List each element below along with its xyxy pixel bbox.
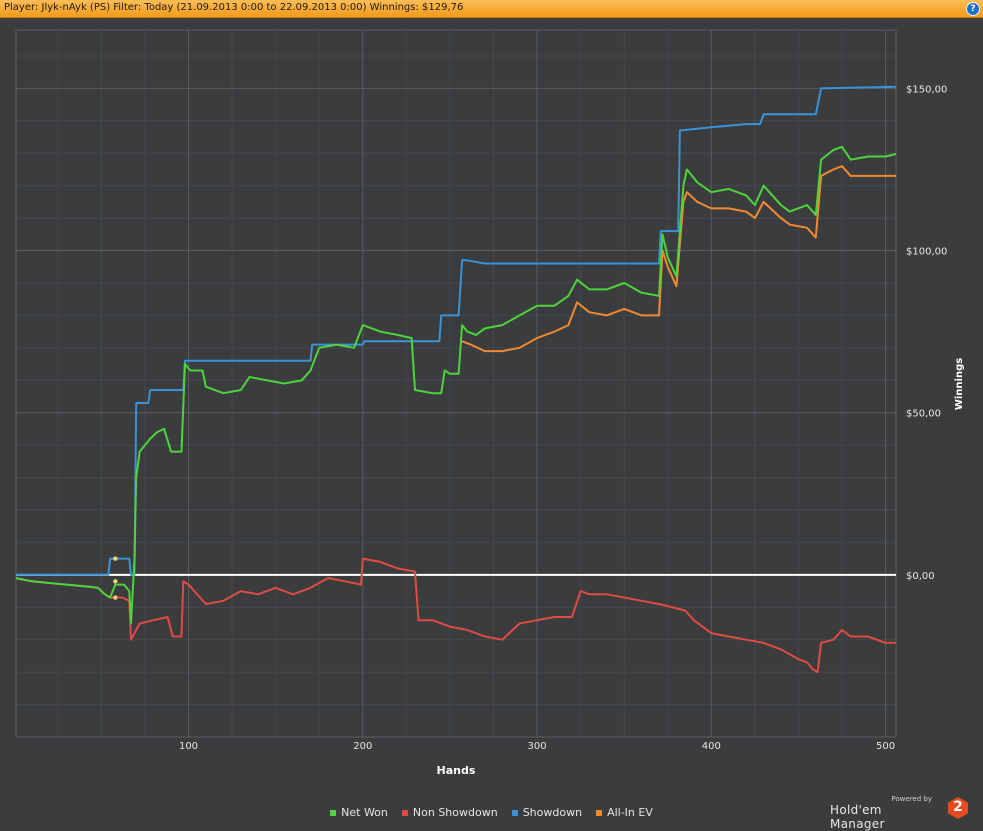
y-tick-label: $50,00 <box>906 409 941 420</box>
legend-item[interactable]: Showdown <box>511 806 583 819</box>
legend-swatch <box>511 809 518 816</box>
x-tick-label: 300 <box>527 741 546 752</box>
axis-ticks: 100 200 300 400 500 $0,00 $50,00 $100,00 $150,00 <box>179 84 947 752</box>
x-tick-label: 200 <box>353 741 372 752</box>
brand-block: Powered by Hold'em Manager 2 <box>830 795 970 831</box>
x-tick-label: 400 <box>702 741 721 752</box>
series-line-net-won <box>15 145 897 625</box>
series-line-non-showdown <box>15 557 896 674</box>
legend-label: All-In EV <box>607 806 653 819</box>
x-tick-label: 500 <box>876 741 895 752</box>
legend-label: Net Won <box>341 806 388 819</box>
powered-by-label: Powered by <box>891 795 932 803</box>
legend-swatch <box>401 809 408 816</box>
y-tick-label: $150,00 <box>906 84 947 95</box>
data-marker <box>113 556 118 561</box>
title-bar: Player: Jlyk-nAyk (PS) Filter: Today (21… <box>0 0 983 18</box>
legend-swatch <box>330 809 337 816</box>
legend-label: Showdown <box>522 806 583 819</box>
help-icon[interactable]: ? <box>966 2 980 16</box>
series-lines <box>15 85 897 674</box>
brand-logo-icon <box>948 797 968 819</box>
series-line-all-in-ev <box>461 165 896 353</box>
data-marker <box>113 579 118 584</box>
winnings-chart: 100 200 300 400 500 $0,00 $50,00 $100,00 $150,00… <box>15 29 965 777</box>
series-markers <box>113 556 118 600</box>
brand-name: Hold'em Manager <box>830 803 885 831</box>
chart-legend: Net Won Non Showdown Showdown All-In EV <box>0 806 983 819</box>
minor-gridlines <box>16 30 896 737</box>
legend-label: Non Showdown <box>412 806 498 819</box>
legend-item[interactable]: Non Showdown <box>401 806 498 819</box>
legend-item[interactable]: Net Won <box>330 806 388 819</box>
major-gridlines <box>15 29 897 738</box>
y-tick-label: $100,00 <box>906 247 947 258</box>
legend-swatch <box>596 809 603 816</box>
y-axis-title: Winnings <box>954 358 965 410</box>
legend-item[interactable]: All-In EV <box>596 806 653 819</box>
series-line-showdown <box>16 85 897 576</box>
x-tick-label: 100 <box>179 741 198 752</box>
y-tick-label: $0,00 <box>906 571 935 582</box>
data-marker <box>113 595 118 600</box>
plot-frame <box>15 29 897 738</box>
player-filter-title: Player: Jlyk-nAyk (PS) Filter: Today (21… <box>4 2 464 13</box>
brand-logo-number: 2 <box>953 799 963 815</box>
x-axis-title: Hands <box>437 764 476 777</box>
